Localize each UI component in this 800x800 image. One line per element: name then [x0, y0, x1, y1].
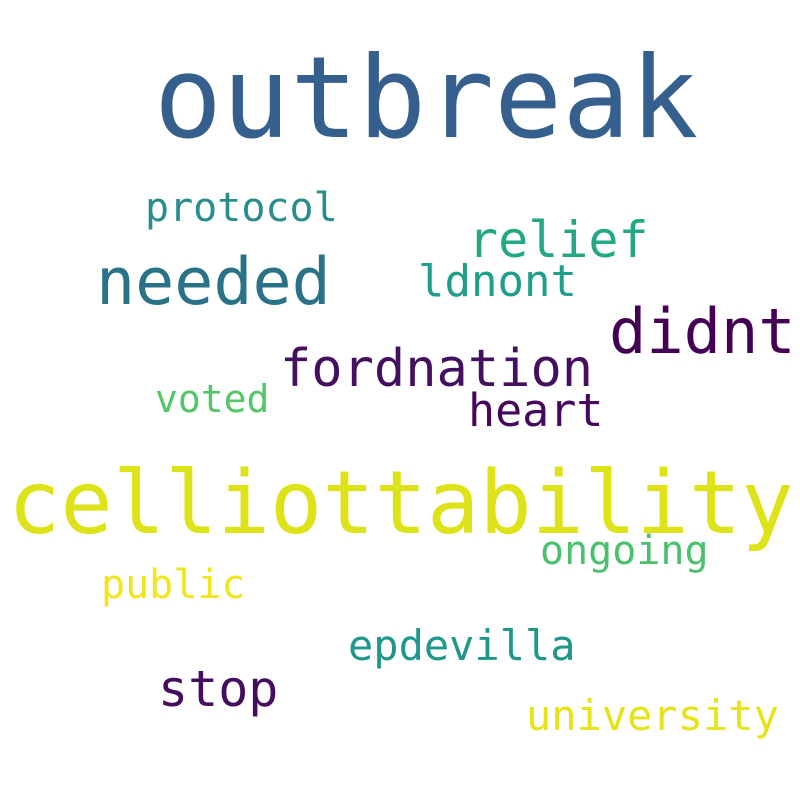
word-public: public: [101, 562, 246, 608]
word-stop: stop: [158, 660, 279, 718]
word-fordnation: fordnation: [280, 339, 594, 399]
word-didnt: didnt: [609, 295, 796, 368]
word-university: university: [526, 691, 779, 740]
word-ongoing: ongoing: [540, 528, 709, 574]
word-heart: heart: [468, 384, 604, 437]
word-protocol: protocol: [145, 185, 338, 231]
word-celliottability: celliottability: [8, 452, 794, 554]
word-epdevilla: epdevilla: [348, 621, 576, 670]
word-relief: relief: [468, 211, 649, 269]
word-needed: needed: [96, 245, 331, 320]
word-outbreak: outbreak: [154, 32, 699, 164]
word-voted: voted: [155, 377, 270, 421]
word-ldnont: ldnont: [418, 256, 577, 307]
